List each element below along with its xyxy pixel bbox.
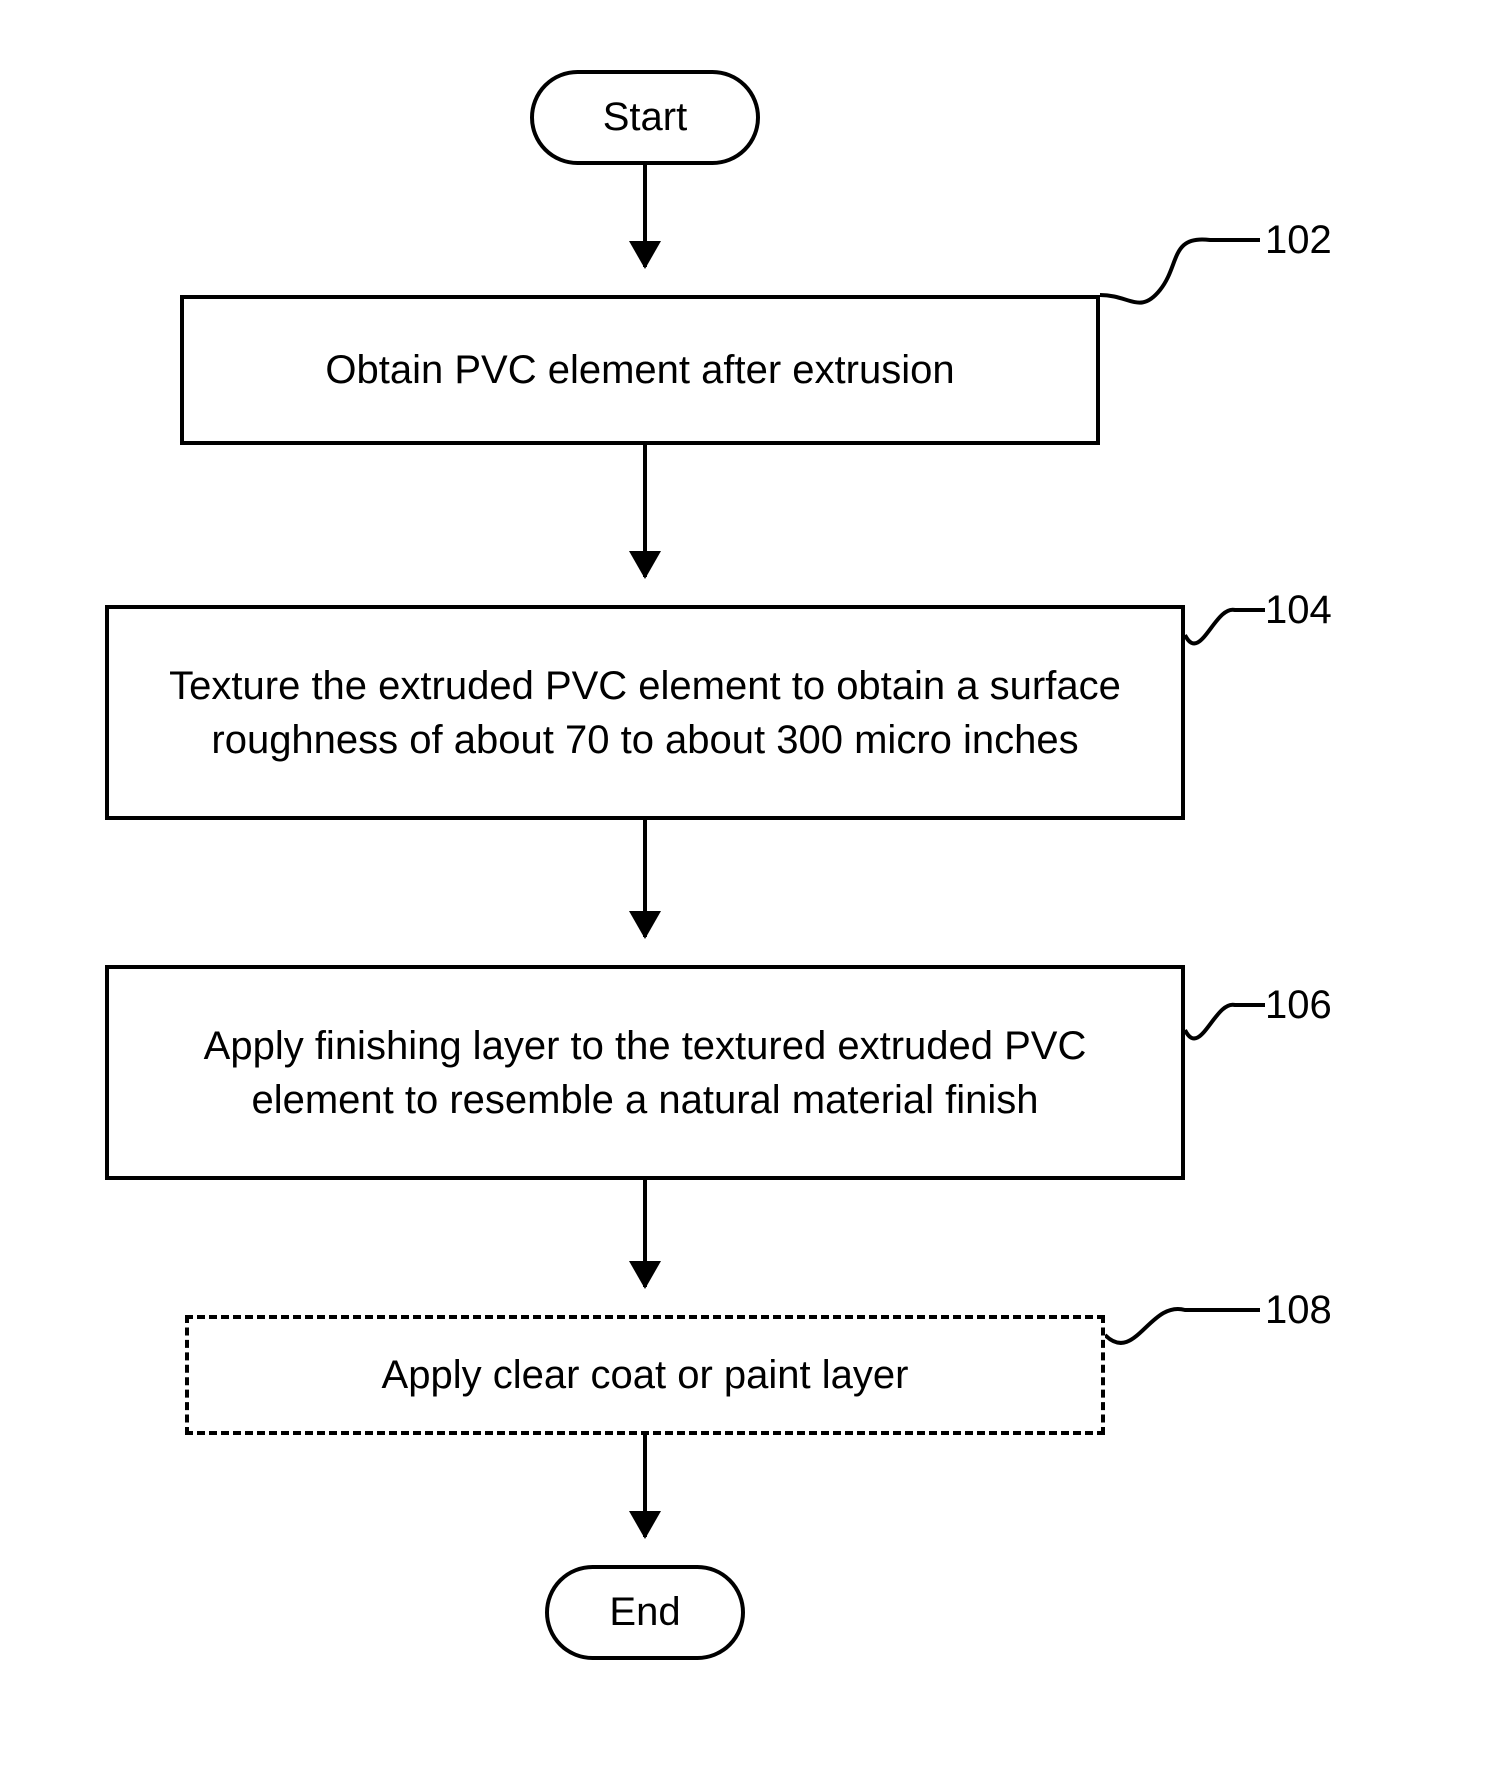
- arrow-step4-end: [643, 1435, 647, 1537]
- callout-104: [1185, 575, 1275, 675]
- start-label: Start: [603, 95, 687, 140]
- ref-label-104: 104: [1265, 588, 1332, 633]
- process-step-3-label: Apply finishing layer to the textured ex…: [149, 1019, 1141, 1127]
- callout-102: [1100, 220, 1260, 320]
- ref-label-106: 106: [1265, 983, 1332, 1028]
- arrow-step1-step2: [643, 445, 647, 577]
- ref-label-108: 108: [1265, 1288, 1332, 1333]
- arrow-step3-step4: [643, 1180, 647, 1287]
- flowchart-canvas: Start Obtain PVC element after extrusion…: [0, 0, 1511, 1782]
- process-step-2: Texture the extruded PVC element to obta…: [105, 605, 1185, 820]
- end-label: End: [609, 1590, 680, 1635]
- process-step-4-label: Apply clear coat or paint layer: [382, 1348, 909, 1402]
- process-step-3: Apply finishing layer to the textured ex…: [105, 965, 1185, 1180]
- process-step-4: Apply clear coat or paint layer: [185, 1315, 1105, 1435]
- ref-label-102: 102: [1265, 218, 1332, 263]
- process-step-2-label: Texture the extruded PVC element to obta…: [149, 659, 1141, 767]
- arrow-step2-step3: [643, 820, 647, 937]
- process-step-1-label: Obtain PVC element after extrusion: [325, 343, 954, 397]
- callout-108: [1105, 1275, 1265, 1375]
- start-terminator: Start: [530, 70, 760, 165]
- end-terminator: End: [545, 1565, 745, 1660]
- callout-106: [1185, 970, 1275, 1070]
- arrow-start-step1: [643, 165, 647, 267]
- process-step-1: Obtain PVC element after extrusion: [180, 295, 1100, 445]
